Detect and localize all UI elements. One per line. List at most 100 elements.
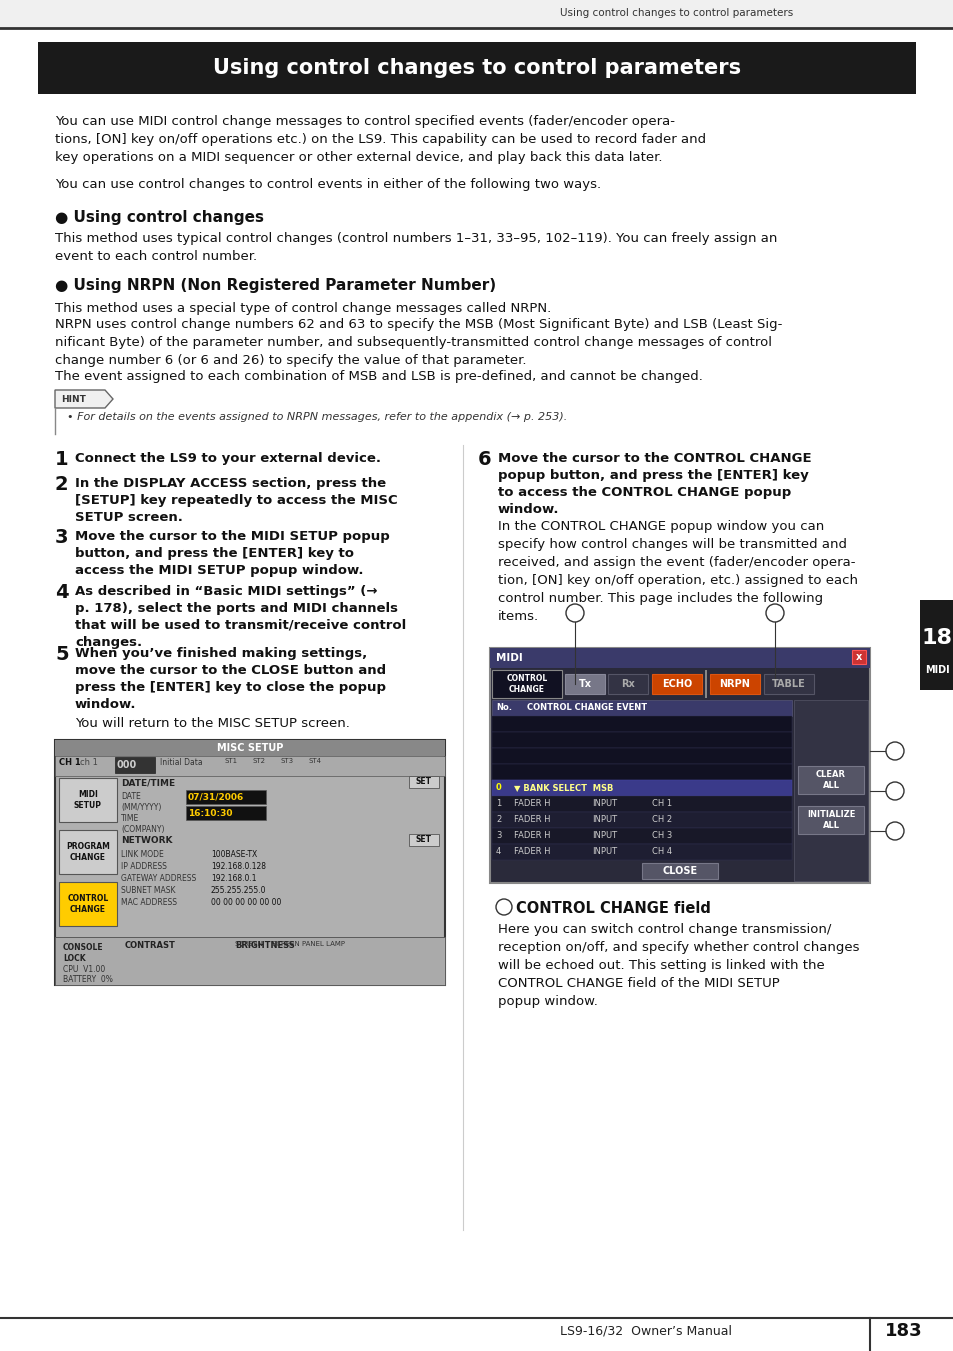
Bar bbox=[0, 0, 953, 28]
Text: 3: 3 bbox=[496, 831, 501, 840]
Text: CPU  V1.00: CPU V1.00 bbox=[63, 965, 105, 974]
Text: CH 3: CH 3 bbox=[651, 831, 672, 840]
Text: 4: 4 bbox=[891, 786, 898, 796]
Text: ch 1: ch 1 bbox=[80, 758, 98, 767]
Text: 2: 2 bbox=[55, 476, 69, 494]
Text: x: x bbox=[855, 653, 862, 662]
Text: DATE/TIME: DATE/TIME bbox=[121, 778, 175, 788]
Bar bbox=[651, 674, 701, 694]
Text: CLEAR
ALL: CLEAR ALL bbox=[815, 770, 845, 790]
Text: CH 2: CH 2 bbox=[651, 816, 672, 824]
Text: 3: 3 bbox=[55, 528, 69, 547]
Text: SET: SET bbox=[416, 835, 432, 844]
Text: • For details on the events assigned to NRPN messages, refer to the appendix (→ : • For details on the events assigned to … bbox=[67, 412, 567, 422]
Text: ST3: ST3 bbox=[281, 758, 294, 765]
Text: 07/31/2006: 07/31/2006 bbox=[188, 793, 244, 801]
Bar bbox=[492, 844, 791, 861]
Bar bbox=[492, 732, 791, 748]
Text: 1: 1 bbox=[500, 902, 507, 912]
Text: You will return to the MISC SETUP screen.: You will return to the MISC SETUP screen… bbox=[75, 717, 350, 730]
Text: CH 1: CH 1 bbox=[59, 758, 81, 767]
Bar bbox=[564, 674, 604, 694]
Bar bbox=[763, 674, 813, 694]
Bar bbox=[492, 780, 791, 796]
Bar bbox=[409, 834, 438, 846]
Text: SET: SET bbox=[416, 777, 432, 786]
Text: ● Using control changes: ● Using control changes bbox=[55, 209, 264, 226]
Bar bbox=[492, 796, 791, 812]
Bar bbox=[704, 670, 706, 698]
Circle shape bbox=[565, 604, 583, 621]
Text: INPUT: INPUT bbox=[592, 800, 617, 808]
Bar bbox=[492, 812, 791, 828]
Text: INPUT: INPUT bbox=[592, 816, 617, 824]
Bar bbox=[186, 790, 266, 804]
Text: The event assigned to each combination of MSB and LSB is pre-defined, and cannot: The event assigned to each combination o… bbox=[55, 370, 702, 382]
Text: ST2: ST2 bbox=[253, 758, 266, 765]
Text: 4: 4 bbox=[55, 584, 69, 603]
Text: 0: 0 bbox=[496, 784, 501, 793]
Text: MIDI: MIDI bbox=[923, 665, 948, 676]
Text: 255.255.255.0: 255.255.255.0 bbox=[211, 886, 266, 894]
Text: 100BASE-TX: 100BASE-TX bbox=[211, 850, 257, 859]
Text: 00 00 00 00 00 00: 00 00 00 00 00 00 bbox=[211, 898, 281, 907]
Text: MIDI: MIDI bbox=[496, 653, 522, 663]
Text: BRIGHTNESS: BRIGHTNESS bbox=[234, 942, 294, 950]
Text: ● Using NRPN (Non Registered Parameter Number): ● Using NRPN (Non Registered Parameter N… bbox=[55, 278, 496, 293]
Bar bbox=[490, 648, 869, 884]
Text: BATTERY  0%: BATTERY 0% bbox=[63, 975, 112, 984]
Text: 2: 2 bbox=[771, 608, 778, 617]
Text: LS9-16/32  Owner’s Manual: LS9-16/32 Owner’s Manual bbox=[559, 1324, 731, 1337]
Text: ST1: ST1 bbox=[225, 758, 238, 765]
Bar bbox=[793, 700, 867, 881]
Text: CONTROL
CHANGE: CONTROL CHANGE bbox=[68, 894, 109, 915]
Text: CONSOLE
LOCK: CONSOLE LOCK bbox=[63, 943, 104, 963]
Bar bbox=[38, 42, 915, 95]
Bar bbox=[709, 674, 760, 694]
Text: NRPN uses control change numbers 62 and 63 to specify the MSB (Most Significant : NRPN uses control change numbers 62 and … bbox=[55, 317, 781, 367]
Bar bbox=[59, 778, 117, 821]
Bar bbox=[490, 648, 869, 667]
Bar bbox=[492, 700, 791, 716]
Circle shape bbox=[885, 742, 903, 761]
Text: CONTROL CHANGE EVENT: CONTROL CHANGE EVENT bbox=[526, 704, 646, 712]
Text: Using control changes to control parameters: Using control changes to control paramet… bbox=[559, 8, 792, 18]
Text: 5: 5 bbox=[55, 644, 69, 663]
Text: DATE
(MM/YYYY)
TIME
(COMPANY): DATE (MM/YYYY) TIME (COMPANY) bbox=[121, 792, 164, 835]
Bar bbox=[55, 740, 444, 757]
Bar bbox=[851, 650, 865, 663]
Text: INPUT: INPUT bbox=[592, 847, 617, 857]
Circle shape bbox=[885, 821, 903, 840]
Bar bbox=[492, 748, 791, 765]
Text: CONTROL CHANGE field: CONTROL CHANGE field bbox=[516, 901, 710, 916]
Bar bbox=[186, 807, 266, 820]
Text: 4: 4 bbox=[496, 847, 500, 857]
Text: ▼ BANK SELECT  MSB: ▼ BANK SELECT MSB bbox=[514, 784, 613, 793]
Circle shape bbox=[885, 782, 903, 800]
Text: FADER H: FADER H bbox=[514, 816, 550, 824]
Text: When you’ve finished making settings,
move the cursor to the CLOSE button and
pr: When you’ve finished making settings, mo… bbox=[75, 647, 386, 711]
Text: IP ADDRESS: IP ADDRESS bbox=[121, 862, 167, 871]
Text: No.: No. bbox=[496, 704, 512, 712]
Text: CH 1: CH 1 bbox=[651, 800, 672, 808]
Text: MIDI
SETUP: MIDI SETUP bbox=[74, 790, 102, 811]
Text: 6: 6 bbox=[477, 450, 491, 469]
Text: You can use control changes to control events in either of the following two way: You can use control changes to control e… bbox=[55, 178, 600, 190]
Bar bbox=[115, 757, 154, 773]
Text: 16:10:30: 16:10:30 bbox=[188, 808, 233, 817]
Text: Initial Data: Initial Data bbox=[160, 758, 202, 767]
Text: 5: 5 bbox=[891, 825, 898, 836]
Text: CONTROL
CHANGE: CONTROL CHANGE bbox=[506, 674, 547, 693]
Text: HINT: HINT bbox=[61, 394, 86, 404]
Text: In the DISPLAY ACCESS section, press the
[SETUP] key repeatedly to access the MI: In the DISPLAY ACCESS section, press the… bbox=[75, 477, 397, 524]
Text: Using control changes to control parameters: Using control changes to control paramet… bbox=[213, 58, 740, 78]
Bar bbox=[492, 765, 791, 780]
Text: Move the cursor to the CONTROL CHANGE
popup button, and press the [ENTER] key
to: Move the cursor to the CONTROL CHANGE po… bbox=[497, 453, 811, 516]
Text: Connect the LS9 to your external device.: Connect the LS9 to your external device. bbox=[75, 453, 380, 465]
Text: FADER H: FADER H bbox=[514, 831, 550, 840]
Text: FADER H: FADER H bbox=[514, 847, 550, 857]
Text: MAC ADDRESS: MAC ADDRESS bbox=[121, 898, 177, 907]
Bar bbox=[492, 828, 791, 844]
Text: ECHO: ECHO bbox=[661, 680, 691, 689]
Text: 183: 183 bbox=[884, 1323, 922, 1340]
